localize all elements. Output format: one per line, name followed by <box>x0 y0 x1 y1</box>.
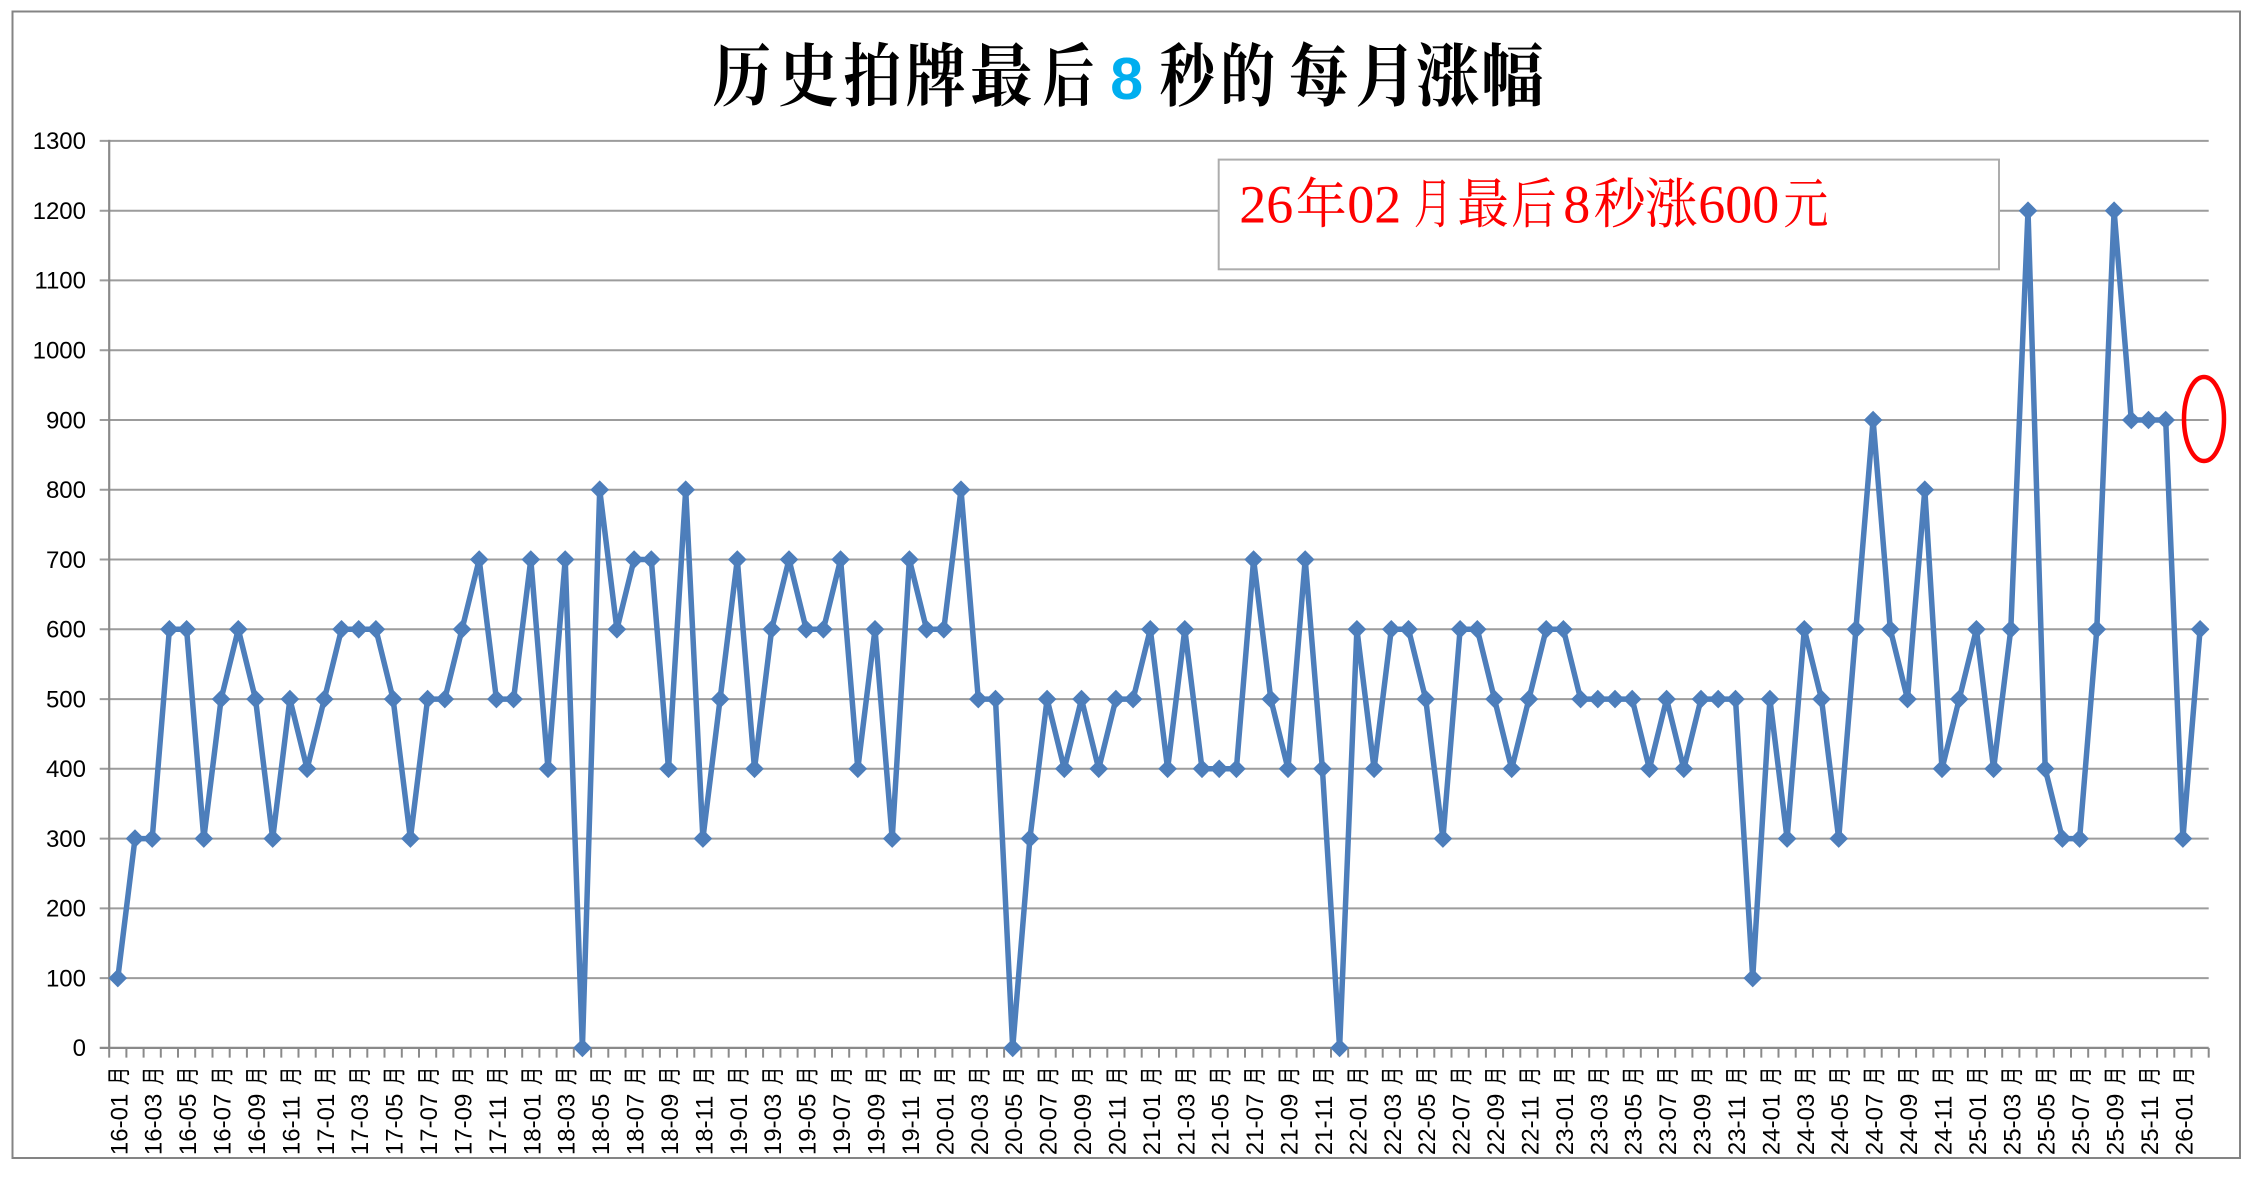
svg-text:8: 8 <box>1110 46 1143 112</box>
svg-text:200: 200 <box>46 896 86 923</box>
svg-text:25-11: 25-11 <box>2137 1095 2164 1155</box>
svg-text:900: 900 <box>46 407 86 434</box>
svg-text:22-05: 22-05 <box>1414 1094 1441 1155</box>
svg-text:20-09: 20-09 <box>1070 1094 1097 1155</box>
svg-text:100: 100 <box>46 965 86 992</box>
svg-text:400: 400 <box>46 756 86 783</box>
svg-text:17-09: 17-09 <box>451 1094 478 1155</box>
svg-text:23-09: 23-09 <box>1690 1094 1717 1155</box>
svg-text:23-01: 23-01 <box>1552 1094 1579 1155</box>
svg-text:700: 700 <box>46 547 86 574</box>
svg-text:19-01: 19-01 <box>726 1094 753 1155</box>
svg-text:22-03: 22-03 <box>1380 1094 1407 1155</box>
svg-text:21-07: 21-07 <box>1242 1094 1269 1155</box>
svg-text:18-01: 18-01 <box>519 1094 546 1155</box>
svg-text:18-07: 18-07 <box>623 1094 650 1155</box>
svg-text:22-01: 22-01 <box>1345 1094 1372 1155</box>
svg-text:300: 300 <box>46 826 86 853</box>
svg-text:26: 26 <box>1239 175 1293 235</box>
svg-text:1300: 1300 <box>33 128 86 155</box>
svg-text:500: 500 <box>46 686 86 713</box>
svg-text:24-07: 24-07 <box>1862 1094 1889 1155</box>
svg-text:23-07: 23-07 <box>1655 1094 1682 1155</box>
svg-text:18-11: 18-11 <box>691 1095 718 1155</box>
svg-text:23-11: 23-11 <box>1724 1095 1751 1155</box>
svg-text:16-01: 16-01 <box>106 1094 133 1155</box>
svg-text:18-03: 18-03 <box>554 1094 581 1155</box>
svg-text:17-07: 17-07 <box>416 1094 443 1155</box>
svg-text:22-09: 22-09 <box>1483 1094 1510 1155</box>
svg-text:02: 02 <box>1347 175 1401 235</box>
svg-text:16-03: 16-03 <box>141 1094 168 1155</box>
svg-text:22-11: 22-11 <box>1517 1095 1544 1155</box>
svg-text:1000: 1000 <box>33 338 86 365</box>
svg-text:18-05: 18-05 <box>588 1094 615 1155</box>
svg-text:25-09: 25-09 <box>2103 1094 2130 1155</box>
svg-text:17-03: 17-03 <box>347 1094 374 1155</box>
svg-text:23-03: 23-03 <box>1586 1094 1613 1155</box>
svg-text:24-11: 24-11 <box>1931 1095 1958 1155</box>
svg-text:20-05: 20-05 <box>1001 1094 1028 1155</box>
svg-text:22-07: 22-07 <box>1449 1094 1476 1155</box>
svg-text:16-09: 16-09 <box>244 1094 271 1155</box>
svg-text:25-01: 25-01 <box>1965 1094 1992 1155</box>
svg-text:8: 8 <box>1563 175 1590 235</box>
svg-text:19-07: 19-07 <box>829 1094 856 1155</box>
svg-text:0: 0 <box>73 1035 86 1062</box>
svg-text:17-05: 17-05 <box>382 1094 409 1155</box>
svg-text:24-09: 24-09 <box>1896 1094 1923 1155</box>
svg-text:19-11: 19-11 <box>898 1095 925 1155</box>
svg-text:21-05: 21-05 <box>1208 1094 1235 1155</box>
svg-text:1200: 1200 <box>33 198 86 225</box>
svg-text:600: 600 <box>46 617 86 644</box>
svg-text:24-03: 24-03 <box>1793 1094 1820 1155</box>
svg-text:21-03: 21-03 <box>1173 1094 1200 1155</box>
svg-text:21-11: 21-11 <box>1311 1095 1338 1155</box>
svg-text:17-11: 17-11 <box>485 1095 512 1155</box>
svg-text:25-03: 25-03 <box>1999 1094 2026 1155</box>
svg-text:19-03: 19-03 <box>760 1094 787 1155</box>
svg-text:24-05: 24-05 <box>1827 1094 1854 1155</box>
svg-text:19-05: 19-05 <box>795 1094 822 1155</box>
svg-text:24-01: 24-01 <box>1758 1094 1785 1155</box>
svg-text:21-09: 21-09 <box>1277 1094 1304 1155</box>
svg-text:25-05: 25-05 <box>2034 1094 2061 1155</box>
svg-text:18-09: 18-09 <box>657 1094 684 1155</box>
svg-text:17-01: 17-01 <box>313 1094 340 1155</box>
svg-text:1100: 1100 <box>34 268 86 295</box>
svg-text:25-07: 25-07 <box>2068 1094 2095 1155</box>
svg-text:16-07: 16-07 <box>210 1094 237 1155</box>
svg-text:16-05: 16-05 <box>175 1094 202 1155</box>
svg-text:600: 600 <box>1698 175 1779 235</box>
svg-text:16-11: 16-11 <box>278 1095 305 1155</box>
svg-text:800: 800 <box>46 477 86 504</box>
svg-text:20-01: 20-01 <box>932 1094 959 1155</box>
svg-text:23-05: 23-05 <box>1621 1094 1648 1155</box>
svg-text:21-01: 21-01 <box>1139 1094 1166 1155</box>
svg-text:20-07: 20-07 <box>1036 1094 1063 1155</box>
svg-text:19-09: 19-09 <box>864 1094 891 1155</box>
svg-text:20-03: 20-03 <box>967 1094 994 1155</box>
svg-text:26-01: 26-01 <box>2171 1094 2198 1155</box>
svg-text:20-11: 20-11 <box>1104 1095 1131 1155</box>
